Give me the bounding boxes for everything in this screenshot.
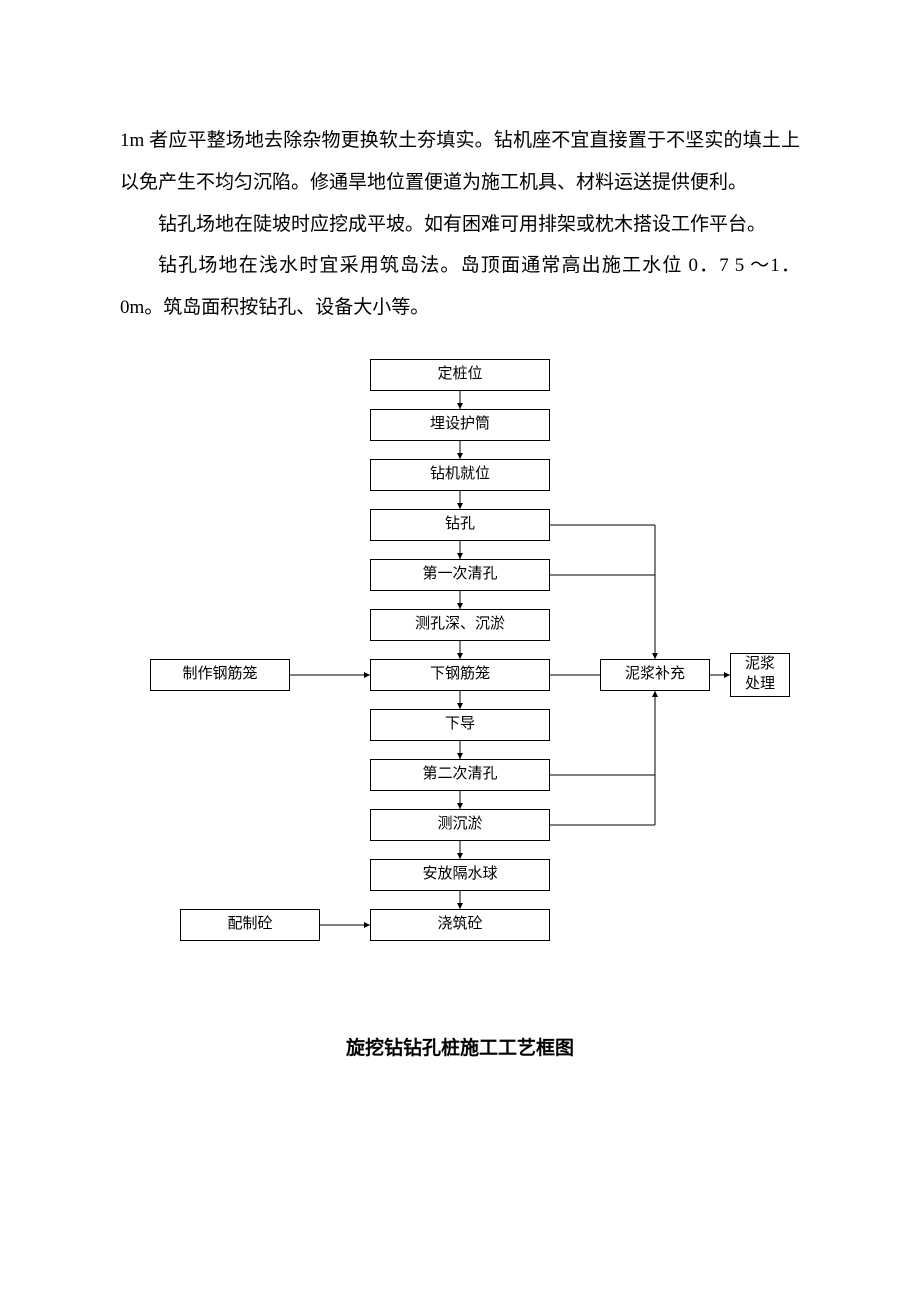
flowchart: 定桩位埋设护筒钻机就位钻孔第一次清孔测孔深、沉淤下钢筋笼下导第二次清孔测沉淤安放…	[120, 359, 800, 1019]
flow-node-n8: 第二次清孔	[370, 759, 550, 791]
paragraph-2: 钻孔场地在陡坡时应挖成平坡。如有困难可用排架或枕木搭设工作平台。	[120, 204, 800, 246]
document-page: 1m 者应平整场地去除杂物更换软土夯填实。钻机座不宜直接置于不坚实的填土上以免产…	[0, 0, 920, 1120]
paragraph-3: 钻孔场地在浅水时宜采用筑岛法。岛顶面通常高出施工水位 0．7 5 ～1．0m。筑…	[120, 245, 800, 329]
flow-node-n4: 第一次清孔	[370, 559, 550, 591]
flow-node-n9: 测沉淤	[370, 809, 550, 841]
flow-node-mud2: 泥浆 处理	[730, 653, 790, 697]
flow-node-n5: 测孔深、沉淤	[370, 609, 550, 641]
flow-node-mud: 泥浆补充	[600, 659, 710, 691]
paragraph-1: 1m 者应平整场地去除杂物更换软土夯填实。钻机座不宜直接置于不坚实的填土上以免产…	[120, 120, 800, 204]
flow-node-n3: 钻孔	[370, 509, 550, 541]
flow-node-n6: 下钢筋笼	[370, 659, 550, 691]
flow-node-n0: 定桩位	[370, 359, 550, 391]
flowchart-caption: 旋挖钻钻孔桩施工工艺框图	[120, 1033, 800, 1060]
flow-node-n10: 安放隔水球	[370, 859, 550, 891]
flow-node-n11: 浇筑砼	[370, 909, 550, 941]
flow-node-n1: 埋设护筒	[370, 409, 550, 441]
flow-node-left2: 配制砼	[180, 909, 320, 941]
flow-node-n2: 钻机就位	[370, 459, 550, 491]
flow-node-n7: 下导	[370, 709, 550, 741]
flow-node-left1: 制作钢筋笼	[150, 659, 290, 691]
